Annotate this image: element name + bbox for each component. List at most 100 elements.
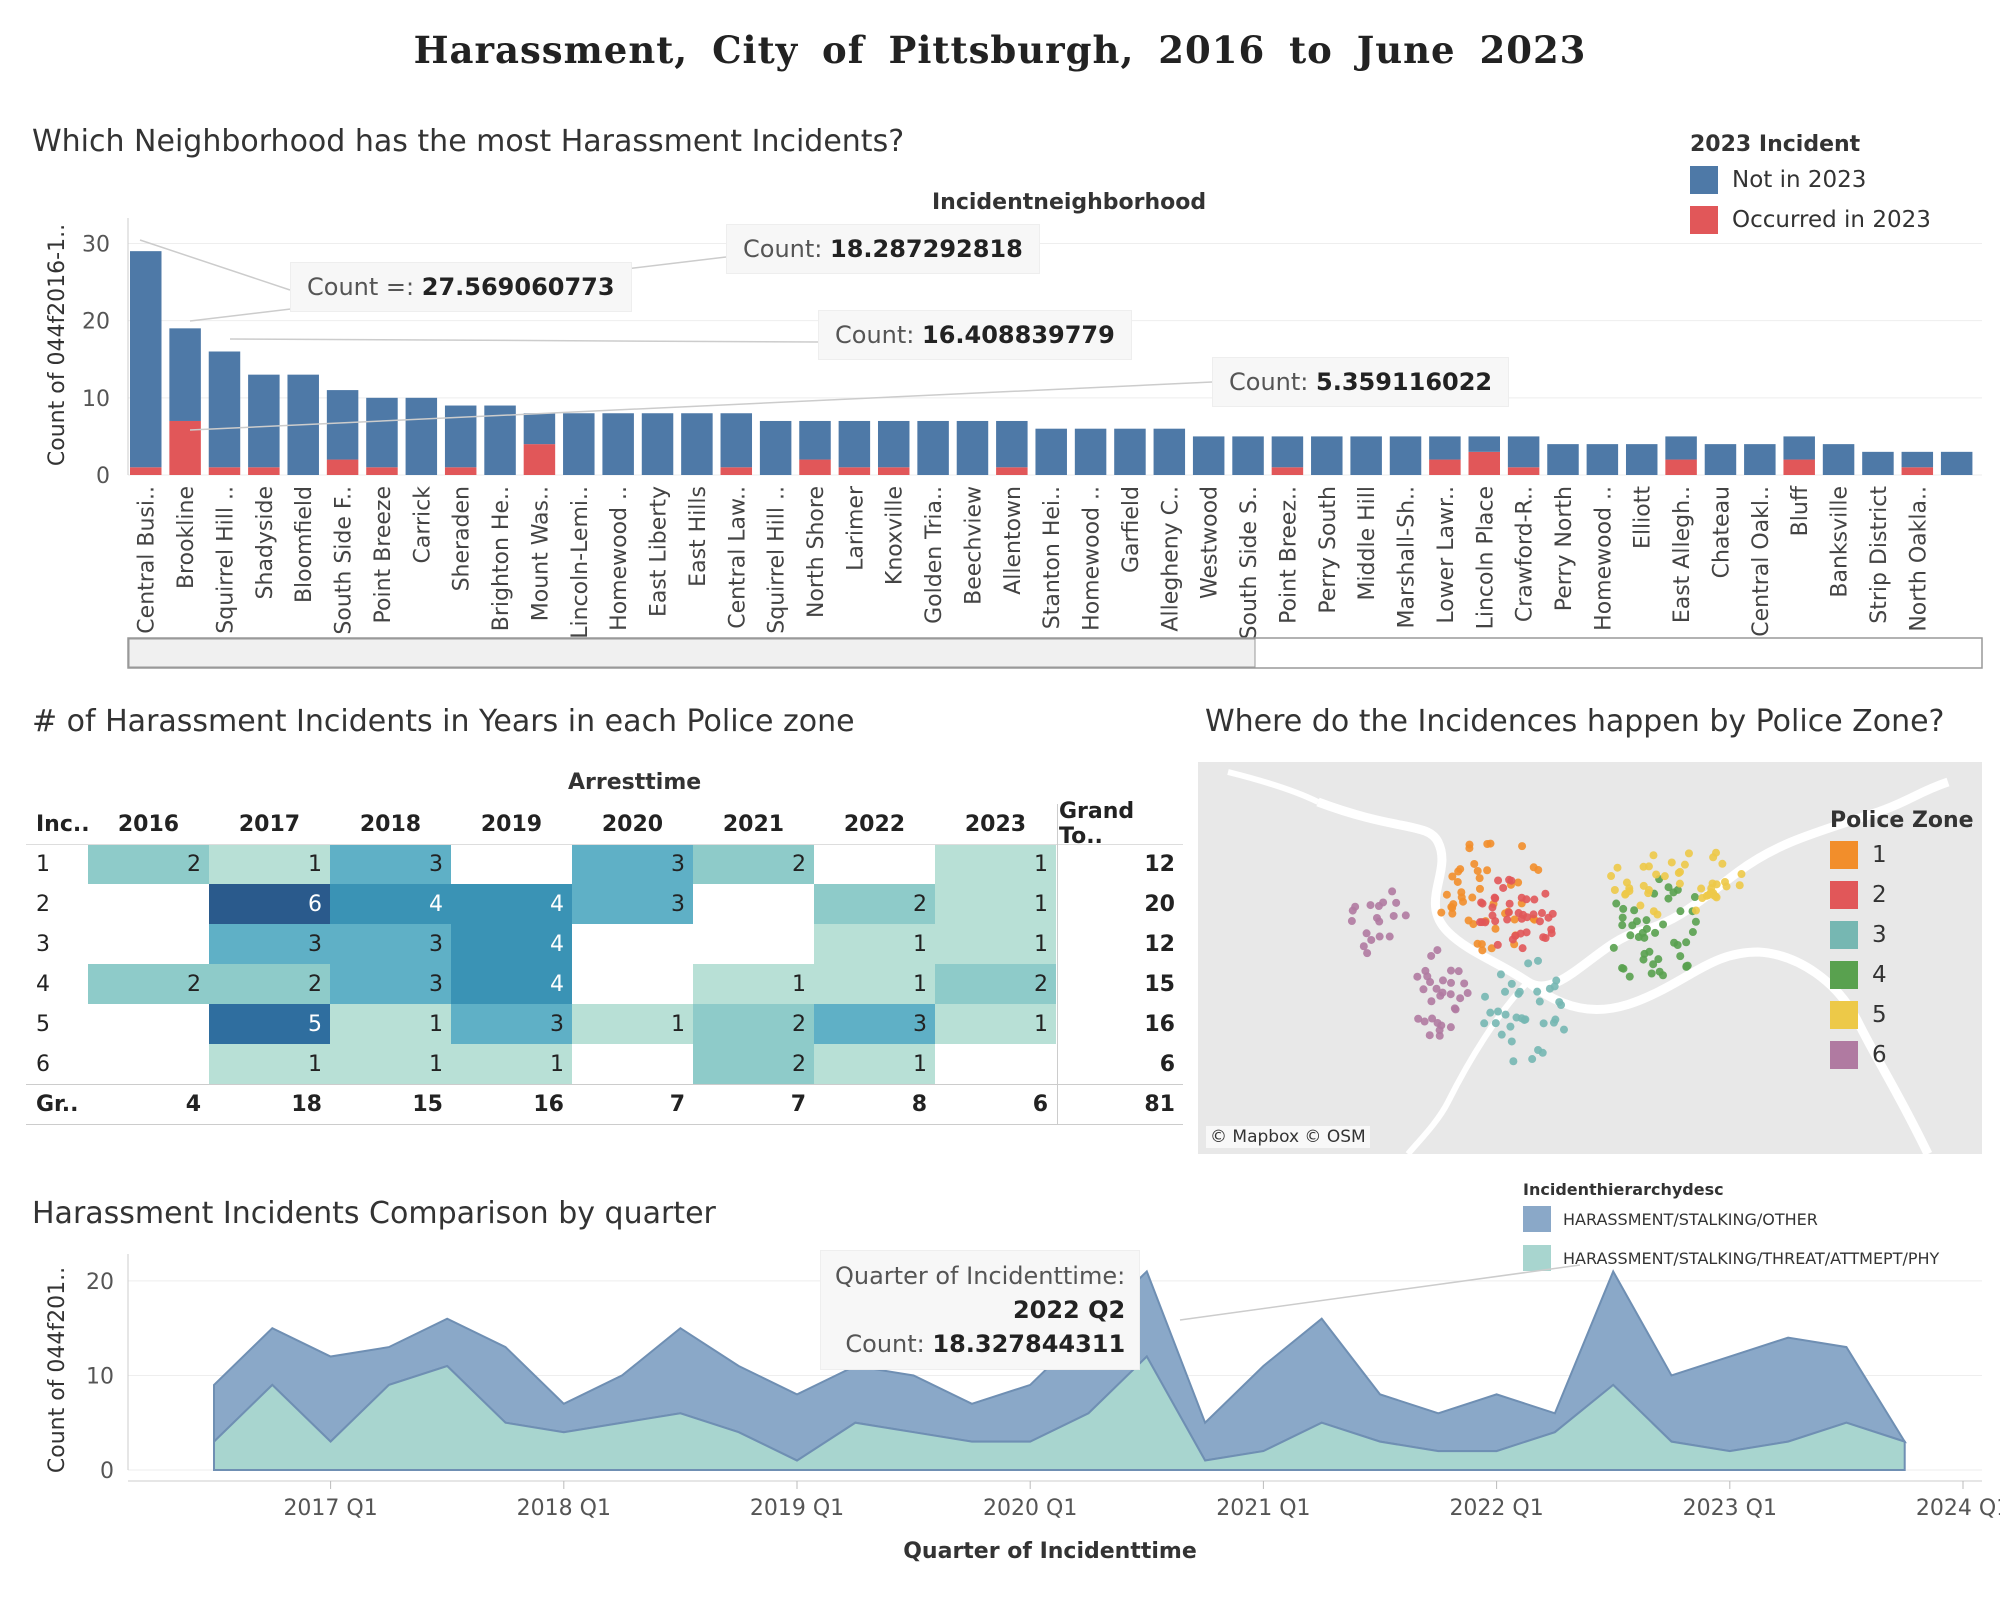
incident-dot[interactable] xyxy=(1676,867,1685,876)
map-legend-item-zone-5[interactable]: 5 xyxy=(1830,1000,1887,1030)
heatmap-cell[interactable]: 3 xyxy=(330,964,451,1004)
incident-dot[interactable] xyxy=(1463,989,1472,998)
heatmap-cell[interactable]: 2 xyxy=(693,1004,814,1044)
incident-dot[interactable] xyxy=(1621,890,1630,899)
map-legend-item-zone-2[interactable]: 2 xyxy=(1830,880,1887,910)
incident-dot[interactable] xyxy=(1477,898,1486,907)
incident-dot[interactable] xyxy=(1389,911,1398,920)
incident-dot[interactable] xyxy=(1375,917,1384,926)
heatmap-cell[interactable]: 1 xyxy=(935,884,1056,924)
incident-dot[interactable] xyxy=(1428,1014,1437,1023)
incident-dot[interactable] xyxy=(1636,901,1645,910)
incident-dot[interactable] xyxy=(1664,883,1673,892)
incident-dot[interactable] xyxy=(1446,990,1455,999)
incident-dot[interactable] xyxy=(1654,955,1663,964)
incident-dot[interactable] xyxy=(1499,883,1508,892)
incident-dot[interactable] xyxy=(1676,907,1685,916)
map-legend-item-zone-6[interactable]: 6 xyxy=(1830,1040,1887,1070)
incident-dot[interactable] xyxy=(1501,1010,1510,1019)
map-legend-item-zone-3[interactable]: 3 xyxy=(1830,920,1887,950)
incident-dot[interactable] xyxy=(1649,907,1658,916)
incident-dot[interactable] xyxy=(1626,931,1635,940)
incident-dot[interactable] xyxy=(1544,913,1553,922)
incident-dot[interactable] xyxy=(1618,921,1627,930)
heatmap-cell[interactable]: 4 xyxy=(451,924,572,964)
incident-dot[interactable] xyxy=(1664,894,1673,903)
bar-segment[interactable] xyxy=(444,467,477,475)
incident-dot[interactable] xyxy=(1507,979,1516,988)
incident-dot[interactable] xyxy=(1347,917,1356,926)
bar-segment[interactable] xyxy=(1468,451,1501,475)
bar-segment[interactable] xyxy=(996,467,1028,475)
heatmap-cell[interactable]: 2 xyxy=(693,844,814,884)
incident-dot[interactable] xyxy=(1530,895,1539,904)
bar-segment[interactable] xyxy=(641,413,674,475)
incident-dot[interactable] xyxy=(1503,915,1512,924)
incident-dot[interactable] xyxy=(1518,944,1527,953)
incident-dot[interactable] xyxy=(1535,917,1544,926)
incident-dot[interactable] xyxy=(1511,931,1520,940)
incident-dot[interactable] xyxy=(1630,906,1639,915)
bar-segment[interactable] xyxy=(484,405,516,475)
incident-dot[interactable] xyxy=(1652,870,1661,879)
heatmap-cell[interactable]: 1 xyxy=(814,964,935,1004)
incident-dot[interactable] xyxy=(1392,898,1401,907)
incident-dot[interactable] xyxy=(1522,928,1531,937)
incident-dot[interactable] xyxy=(1610,886,1619,895)
bar-segment[interactable] xyxy=(1350,436,1382,475)
bar-segment[interactable] xyxy=(1901,451,1934,468)
heatmap-cell[interactable]: 2 xyxy=(88,964,209,1004)
incident-dot[interactable] xyxy=(1496,970,1505,979)
heatmap-cell[interactable]: 1 xyxy=(209,844,330,884)
incident-dot[interactable] xyxy=(1539,1019,1548,1028)
heatmap-cell[interactable] xyxy=(572,924,693,964)
incident-dot[interactable] xyxy=(1638,928,1647,937)
neighborhood-bar-chart[interactable]: Count of 044f2016-1.. 0 10 20 30 Central Bu… xyxy=(0,210,2000,680)
incident-dot[interactable] xyxy=(1433,946,1442,955)
incident-dot[interactable] xyxy=(1504,908,1513,917)
incident-dot[interactable] xyxy=(1451,1005,1460,1014)
bar-segment[interactable] xyxy=(130,251,162,468)
bar-segment[interactable] xyxy=(1429,436,1461,460)
bar-segment[interactable] xyxy=(720,467,753,475)
incident-dot[interactable] xyxy=(1427,997,1436,1006)
heatmap-cell[interactable] xyxy=(88,924,209,964)
incident-dot[interactable] xyxy=(1475,874,1484,883)
heatmap-cell[interactable]: 1 xyxy=(451,1044,572,1084)
incident-dot[interactable] xyxy=(1515,987,1524,996)
incident-dot[interactable] xyxy=(1480,1019,1489,1028)
incident-dot[interactable] xyxy=(1486,1008,1495,1017)
incident-dot[interactable] xyxy=(1651,928,1660,937)
heatmap-cell[interactable]: 3 xyxy=(209,924,330,964)
bar-segment[interactable] xyxy=(1035,428,1067,475)
bar-segment[interactable] xyxy=(405,397,438,475)
police-zone-map[interactable]: © Mapbox © OSM xyxy=(1198,762,1982,1154)
incident-dot[interactable] xyxy=(1388,887,1397,896)
incident-dot[interactable] xyxy=(1691,906,1700,915)
bar-segment[interactable] xyxy=(1311,436,1343,475)
incident-dot[interactable] xyxy=(1483,839,1492,848)
incident-dot[interactable] xyxy=(1465,840,1474,849)
incident-dot[interactable] xyxy=(1537,909,1546,918)
bar-segment[interactable] xyxy=(799,459,831,475)
bar-segment[interactable] xyxy=(1704,444,1737,475)
incident-dot[interactable] xyxy=(1507,876,1516,885)
incident-dot[interactable] xyxy=(1535,997,1544,1006)
heatmap-cell[interactable]: 1 xyxy=(935,1004,1056,1044)
incident-dot[interactable] xyxy=(1437,908,1446,917)
incident-dot[interactable] xyxy=(1493,940,1502,949)
bar-segment[interactable] xyxy=(1074,428,1107,475)
incident-dot[interactable] xyxy=(1649,960,1658,969)
incident-dot[interactable] xyxy=(1517,1014,1526,1023)
heatmap-cell[interactable]: 2 xyxy=(935,964,1056,1004)
bar-segment[interactable] xyxy=(1271,436,1304,468)
incident-dot[interactable] xyxy=(1625,972,1634,981)
heatmap-cell[interactable] xyxy=(814,844,935,884)
incident-dot[interactable] xyxy=(1497,1030,1506,1039)
bar-segment[interactable] xyxy=(366,467,398,475)
incident-dot[interactable] xyxy=(1446,966,1455,975)
bar-segment[interactable] xyxy=(523,413,556,445)
incident-dot[interactable] xyxy=(1363,949,1372,958)
bar-segment[interactable] xyxy=(1822,444,1855,475)
incident-dot[interactable] xyxy=(1529,863,1538,872)
